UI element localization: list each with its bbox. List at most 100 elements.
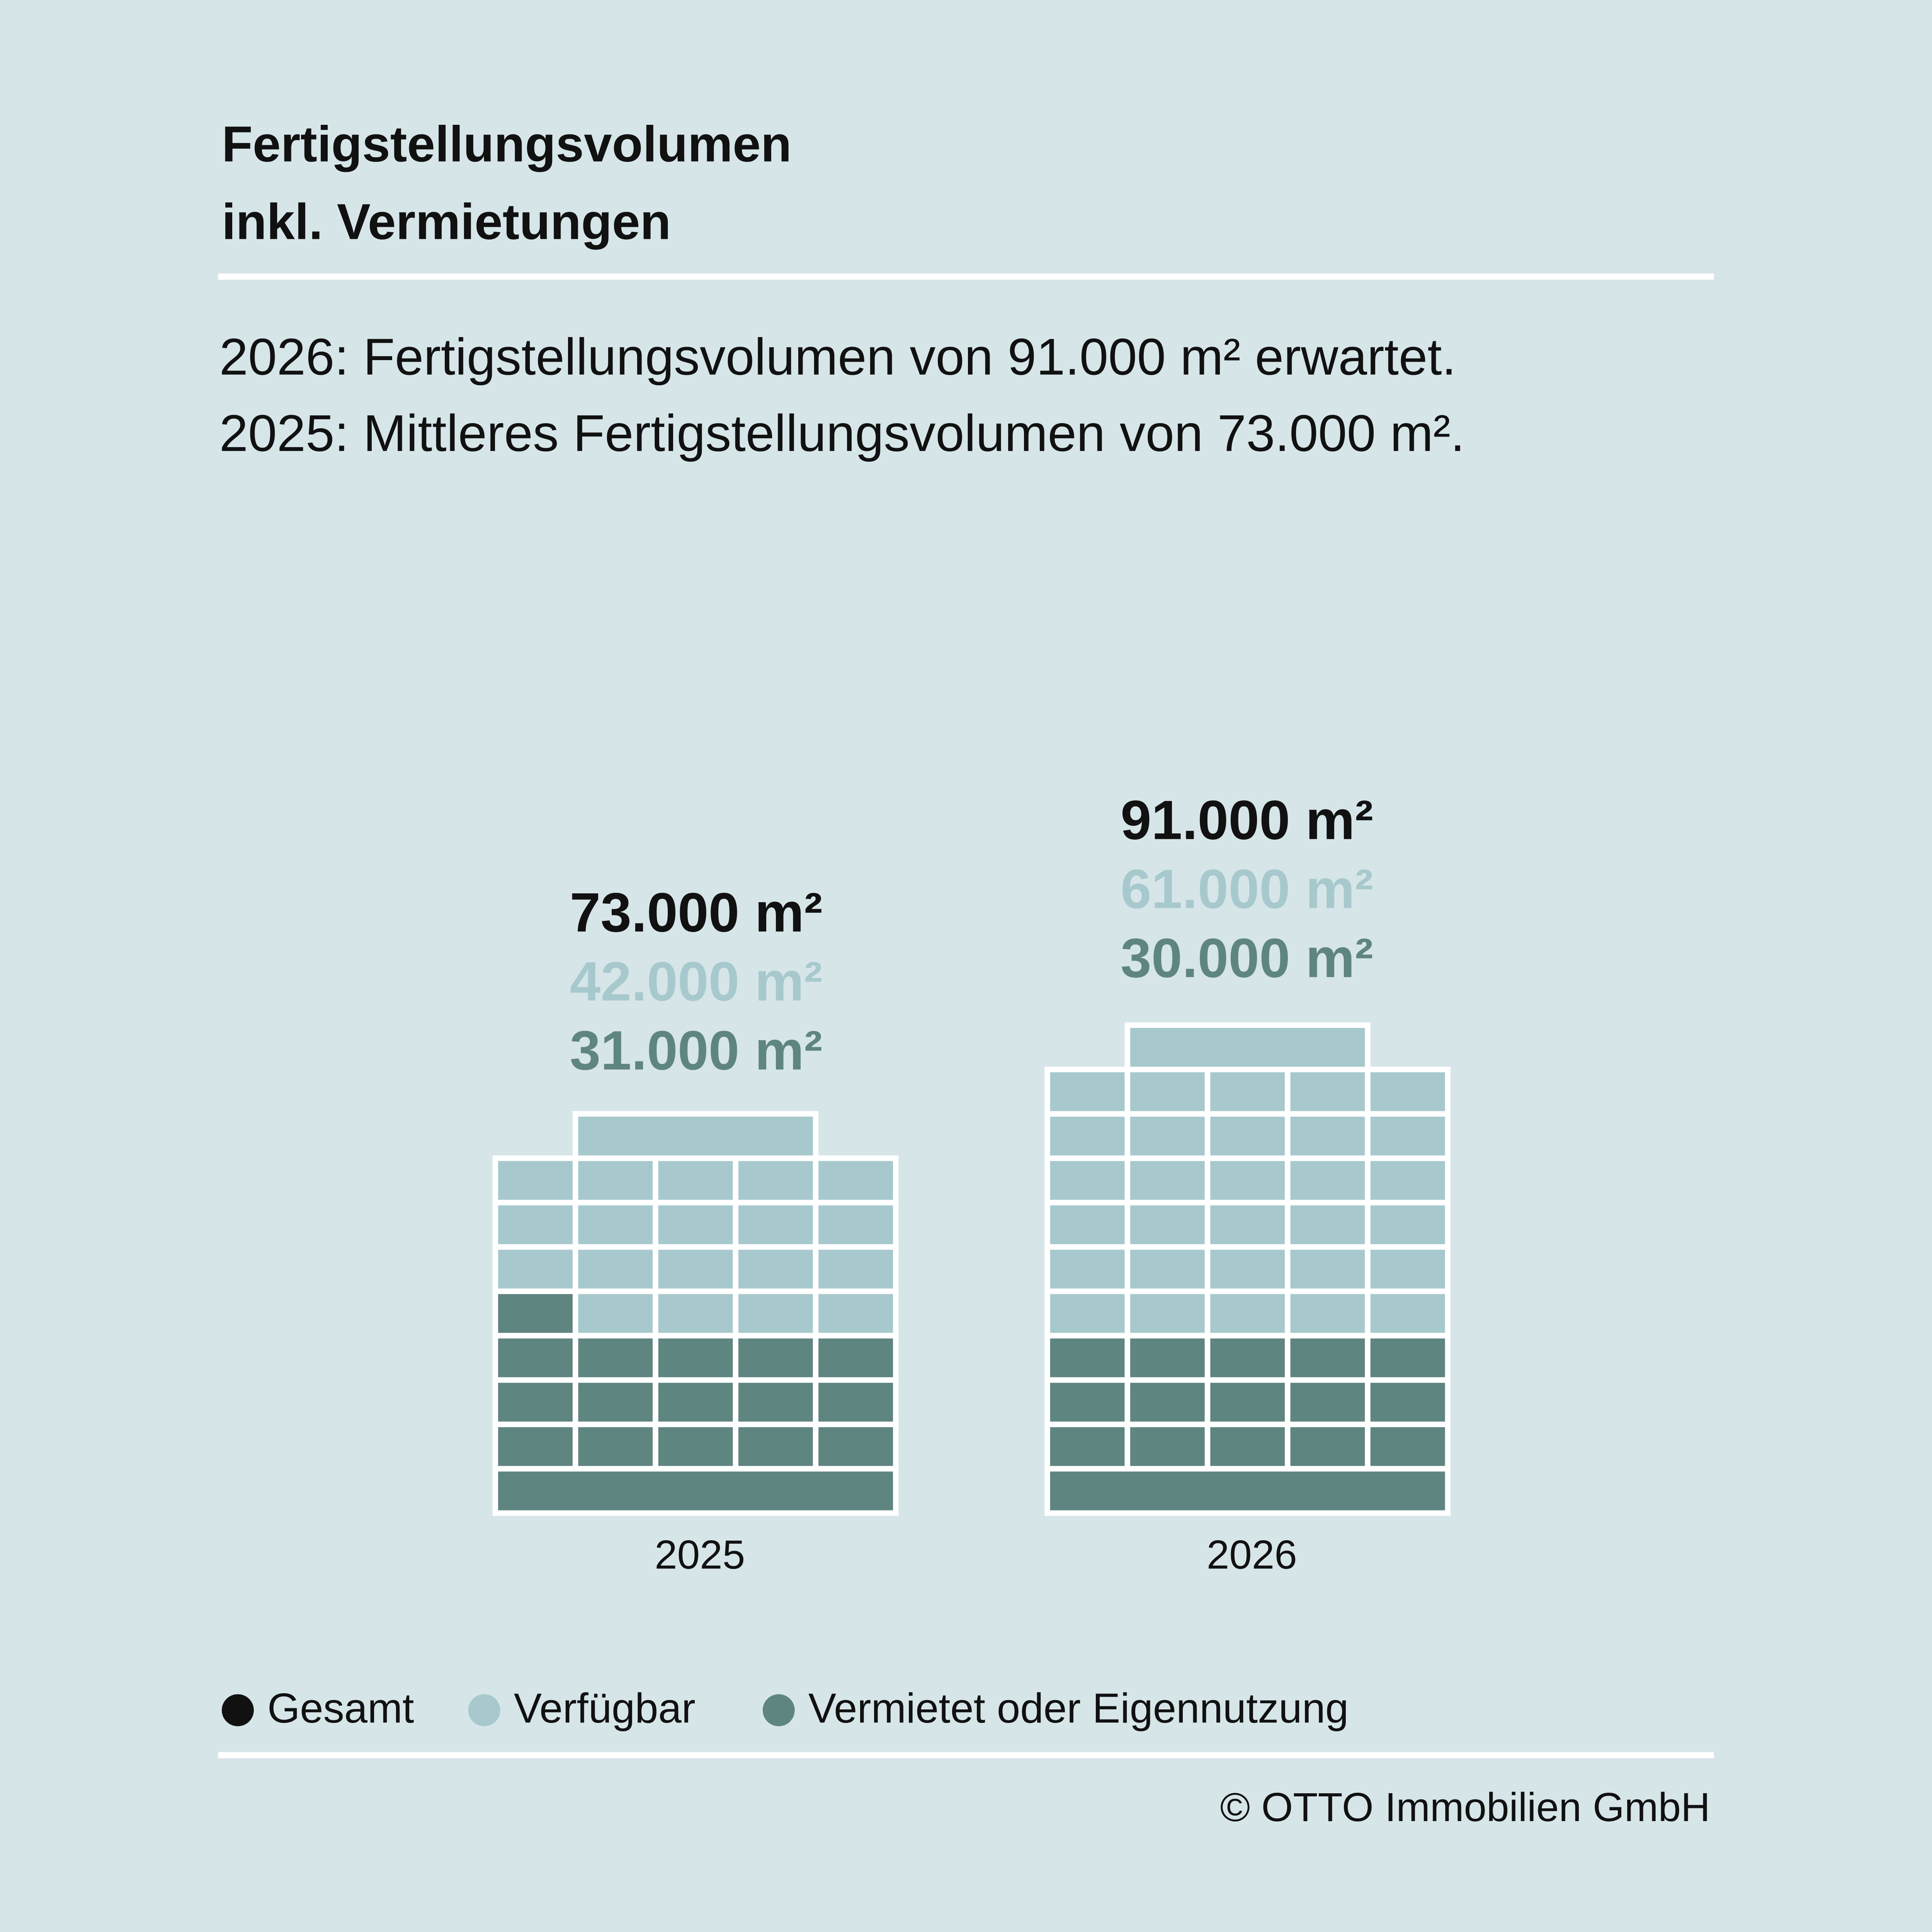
cell-let-2025	[572, 1333, 658, 1383]
cell-available-2026	[1204, 1244, 1291, 1294]
cell-let-2026	[1044, 1377, 1130, 1427]
bar-cap-2026	[1124, 1022, 1371, 1073]
cell-available-2026	[1204, 1200, 1291, 1250]
cell-let-2025	[572, 1422, 658, 1472]
x-tick-2025: 2025	[655, 1531, 745, 1577]
subtitle-line-2: 2025: Mittleres Fertigstellungsvolumen v…	[219, 404, 1465, 462]
cell-available-2025	[733, 1200, 819, 1250]
top-divider	[218, 273, 1714, 280]
cell-let-2026	[1044, 1333, 1130, 1383]
cell-available-2026	[1365, 1111, 1451, 1161]
cell-available-2026	[1365, 1155, 1451, 1206]
cell-available-2025	[813, 1244, 899, 1294]
cell-available-2026	[1285, 1066, 1371, 1117]
cell-let-2025	[572, 1377, 658, 1427]
bar-cap-2025	[572, 1111, 819, 1161]
cell-available-2026	[1124, 1066, 1211, 1117]
total-label-2025: 73.000 m²	[570, 881, 823, 944]
legend-label: Vermietet oder Eigennutzung	[808, 1685, 1349, 1733]
cell-let-2025	[653, 1422, 738, 1472]
let-label-2026: 30.000 m²	[1120, 926, 1374, 990]
legend-item-vermietet: Vermietet oder Eigennutzung	[762, 1685, 1349, 1733]
cell-let-2025	[733, 1377, 819, 1427]
cell-available-2025	[733, 1244, 819, 1294]
cell-available-2026	[1365, 1244, 1451, 1294]
cell-available-2026	[1285, 1155, 1371, 1206]
cell-available-2026	[1285, 1111, 1371, 1161]
cell-let-2025	[492, 1377, 578, 1427]
cell-available-2025	[813, 1288, 899, 1338]
cell-available-2026	[1285, 1200, 1371, 1250]
cell-available-2026	[1285, 1244, 1371, 1294]
legend-dot-verfuegbar	[468, 1693, 500, 1726]
bar-base-2025	[492, 1466, 899, 1516]
legend-label: Verfügbar	[514, 1685, 696, 1733]
cell-available-2025	[572, 1200, 658, 1250]
cell-let-2026	[1124, 1377, 1211, 1427]
cell-available-2026	[1124, 1111, 1211, 1161]
cell-available-2025	[733, 1288, 819, 1338]
cell-available-2025	[653, 1155, 738, 1206]
cell-let-2026	[1365, 1333, 1451, 1383]
cell-let-2025	[492, 1333, 578, 1383]
cell-let-2025	[492, 1288, 578, 1338]
cell-available-2025	[572, 1288, 658, 1338]
cell-let-2025	[733, 1333, 819, 1383]
let-label-2025: 31.000 m²	[570, 1019, 823, 1082]
legend-dot-gesamt	[221, 1693, 254, 1726]
legend-label: Gesamt	[267, 1685, 414, 1733]
cell-let-2025	[813, 1422, 899, 1472]
cell-let-2025	[733, 1422, 819, 1472]
copyright: © OTTO Immobilien GmbH	[1220, 1784, 1711, 1830]
total-label-2026: 91.000 m²	[1120, 788, 1374, 852]
cell-available-2026	[1044, 1288, 1130, 1338]
cell-available-2026	[1044, 1200, 1130, 1250]
x-tick-2026: 2026	[1206, 1531, 1297, 1577]
bottom-divider	[218, 1752, 1714, 1759]
cell-available-2026	[1204, 1288, 1291, 1338]
cell-available-2026	[1204, 1066, 1291, 1117]
cell-let-2025	[653, 1333, 738, 1383]
cell-available-2026	[1285, 1288, 1371, 1338]
cell-available-2025	[492, 1155, 578, 1206]
cell-available-2026	[1365, 1066, 1451, 1117]
cell-available-2025	[653, 1200, 738, 1250]
cell-available-2026	[1044, 1155, 1130, 1206]
available-label-2025: 42.000 m²	[570, 950, 823, 1013]
cell-available-2025	[572, 1155, 658, 1206]
cell-let-2025	[813, 1333, 899, 1383]
cell-available-2025	[492, 1244, 578, 1294]
title-line-1: Fertigstellungsvolumen	[221, 116, 792, 173]
cell-let-2025	[653, 1377, 738, 1427]
cell-available-2025	[733, 1155, 819, 1206]
cell-let-2026	[1124, 1333, 1211, 1383]
cell-available-2026	[1044, 1066, 1130, 1117]
legend-item-verfuegbar: Verfügbar	[468, 1685, 696, 1733]
cell-available-2026	[1124, 1155, 1211, 1206]
cell-let-2026	[1285, 1422, 1371, 1472]
cell-available-2025	[653, 1244, 738, 1294]
cell-let-2026	[1124, 1422, 1211, 1472]
cell-available-2026	[1124, 1244, 1211, 1294]
cell-available-2026	[1044, 1244, 1130, 1294]
cell-let-2026	[1204, 1377, 1291, 1427]
cell-let-2026	[1285, 1333, 1371, 1383]
cell-available-2025	[492, 1200, 578, 1250]
title-line-2: inkl. Vermietungen	[221, 193, 671, 250]
cell-available-2026	[1365, 1200, 1451, 1250]
cell-let-2026	[1365, 1422, 1451, 1472]
cell-let-2025	[492, 1422, 578, 1472]
cell-let-2026	[1204, 1422, 1291, 1472]
available-label-2026: 61.000 m²	[1120, 857, 1374, 921]
cell-let-2026	[1204, 1333, 1291, 1383]
subtitle-line-1: 2026: Fertigstellungsvolumen von 91.000 …	[219, 328, 1456, 386]
cell-let-2025	[813, 1377, 899, 1427]
cell-let-2026	[1044, 1422, 1130, 1472]
bar-base-2026	[1044, 1466, 1451, 1516]
cell-available-2026	[1365, 1288, 1451, 1338]
legend-item-gesamt: Gesamt	[221, 1685, 414, 1733]
cell-let-2026	[1285, 1377, 1371, 1427]
cell-available-2026	[1124, 1288, 1211, 1338]
